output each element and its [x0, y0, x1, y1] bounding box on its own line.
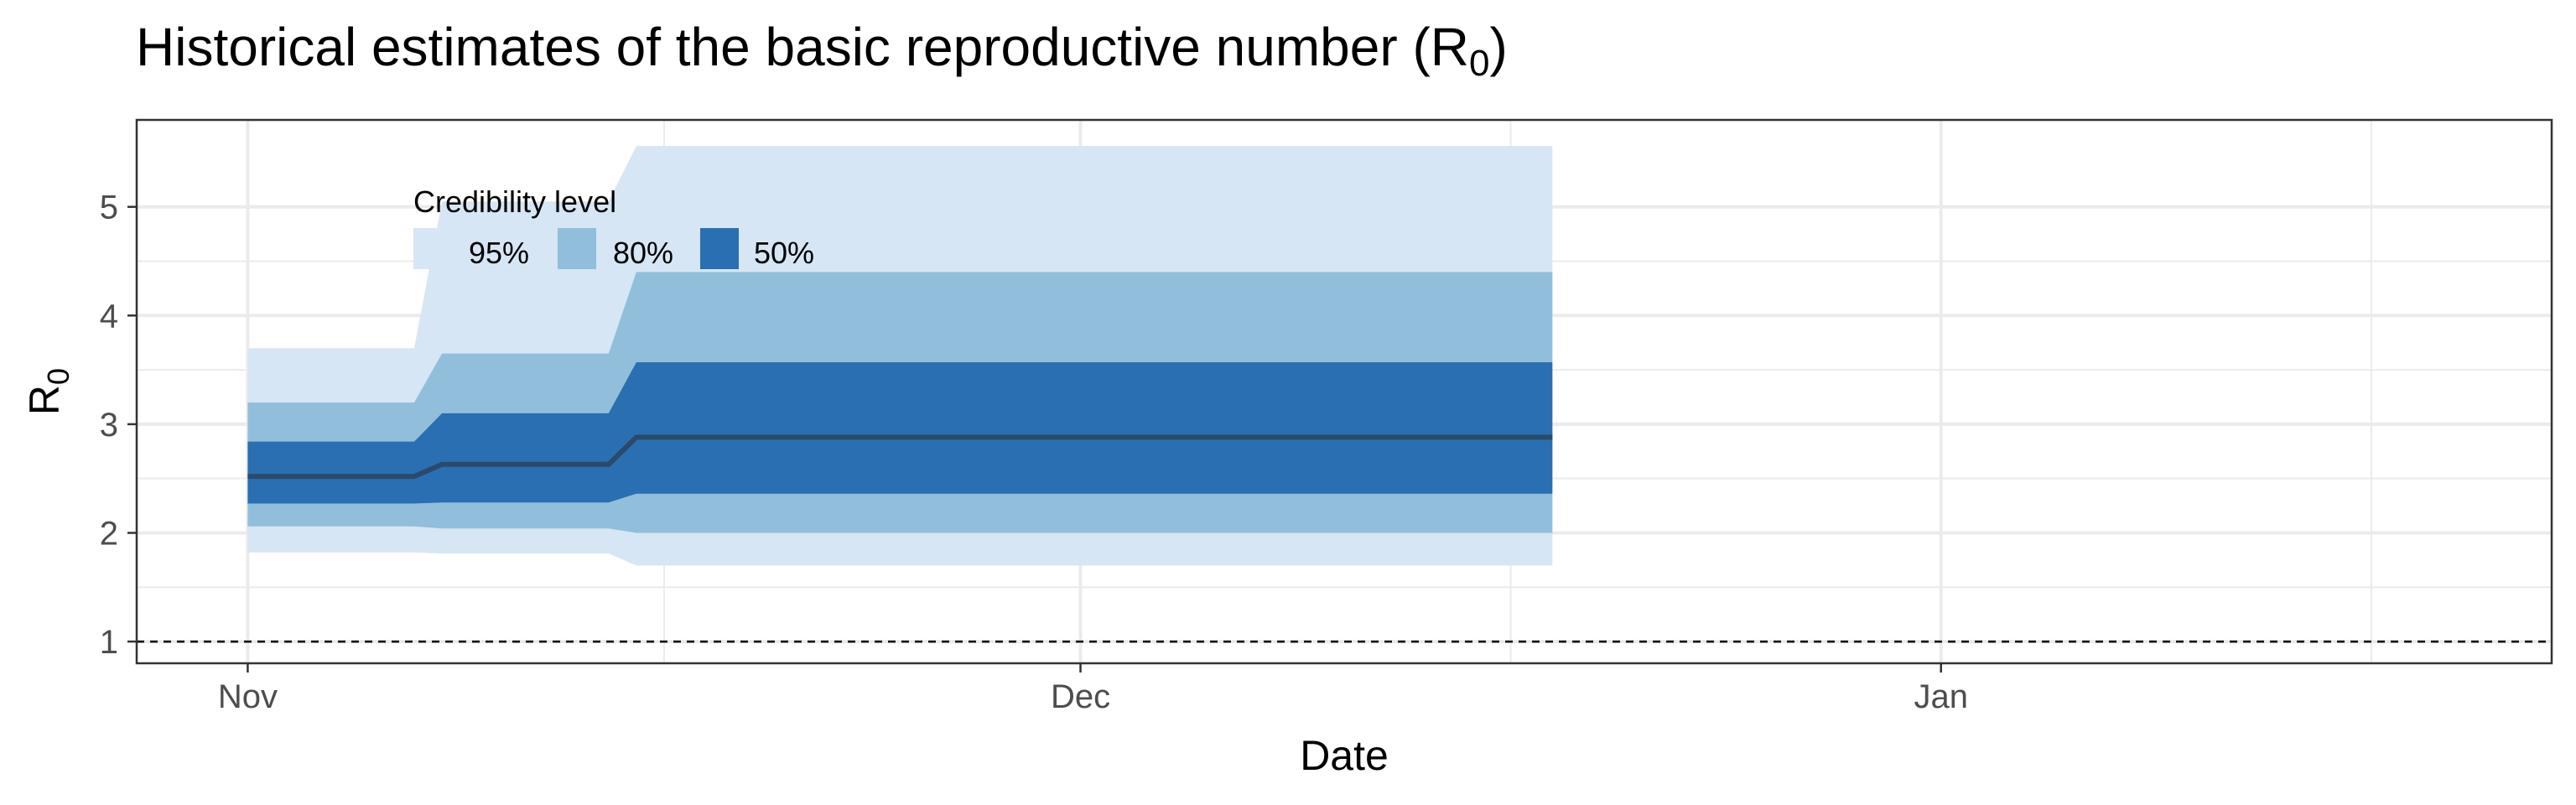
plot-panel-border [135, 118, 2553, 665]
chart-title: Historical estimates of the basic reprod… [136, 17, 1508, 84]
legend-label-95: 95% [469, 236, 529, 270]
y-tick-label: 4 [100, 298, 118, 335]
legend: Credibility level 95% 80% 50% [413, 184, 814, 270]
legend-label-50: 50% [754, 236, 814, 270]
credibility-ribbons [247, 146, 1553, 566]
y-tick-label: 1 [100, 624, 118, 661]
legend-swatch-80 [558, 228, 596, 269]
legend-swatch-50 [700, 228, 739, 269]
y-tick-label: 3 [100, 407, 118, 444]
x-tick-label: Dec [1051, 678, 1110, 715]
legend-swatch-95 [413, 228, 452, 269]
median-line [247, 434, 1553, 480]
y-tick-label: 5 [100, 190, 118, 226]
legend-title: Credibility level [413, 184, 616, 219]
y-axis-title: R0 [21, 368, 75, 415]
y-axis: 1 2 3 4 5 [100, 190, 137, 661]
ribbon-50 [247, 362, 1553, 504]
x-axis: Nov Dec Jan [218, 663, 1968, 715]
median-layer [247, 434, 1553, 480]
x-axis-title: Date [1300, 732, 1389, 779]
x-tick-label: Jan [1914, 678, 1968, 715]
x-tick-label: Nov [218, 678, 278, 715]
y-tick-label: 2 [100, 515, 118, 552]
legend-label-80: 80% [613, 236, 673, 270]
